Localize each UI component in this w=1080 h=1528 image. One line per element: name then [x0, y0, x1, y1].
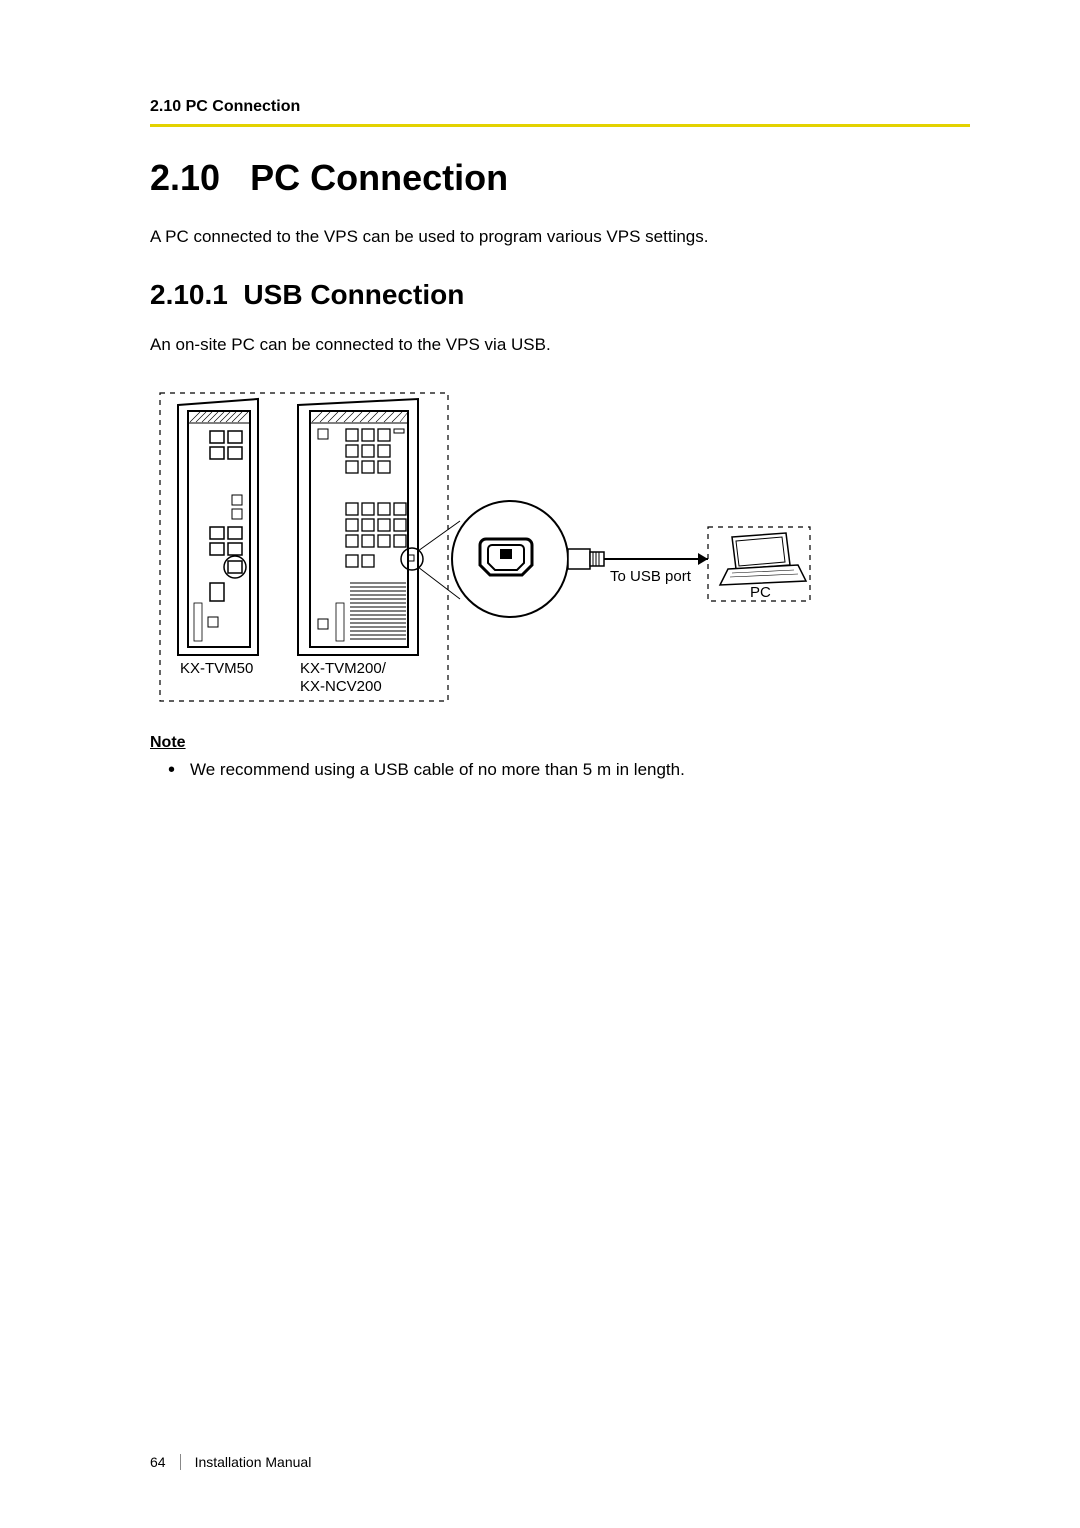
note-item: We recommend using a USB cable of no mor… — [190, 758, 970, 782]
heading-1: 2.10 PC Connection — [150, 157, 970, 199]
note-label: Note — [150, 734, 970, 752]
note-list: We recommend using a USB cable of no mor… — [150, 758, 970, 782]
pc-laptop-icon — [720, 533, 806, 585]
running-header: 2.10 PC Connection — [150, 98, 970, 124]
device-a — [178, 399, 258, 655]
footer-doc-title: Installation Manual — [195, 1454, 312, 1470]
intro-paragraph: A PC connected to the VPS can be used to… — [150, 225, 970, 249]
device-b — [298, 399, 423, 655]
label-device-b-line2: KX-NCV200 — [300, 678, 382, 695]
usb-diagram-svg: KX-TVM50 KX-TVM200/ KX-NCV200 To USB por… — [150, 387, 820, 707]
usb-connection-figure: KX-TVM50 KX-TVM200/ KX-NCV200 To USB por… — [150, 387, 970, 712]
heading-2-title: USB Connection — [243, 279, 464, 310]
page-number: 64 — [150, 1454, 181, 1470]
heading-1-num: 2.10 — [150, 157, 220, 198]
label-device-a: KX-TVM50 — [180, 660, 253, 677]
header-rule — [150, 124, 970, 127]
usb-zoom — [418, 501, 568, 617]
heading-2: 2.10.1 USB Connection — [150, 279, 970, 311]
label-device-b-line1: KX-TVM200/ — [300, 660, 387, 677]
heading-1-title: PC Connection — [250, 157, 508, 198]
usb-cable — [568, 549, 708, 569]
label-to-usb-port: To USB port — [610, 568, 692, 585]
sub-intro-paragraph: An on-site PC can be connected to the VP… — [150, 333, 970, 357]
page-footer: 64 Installation Manual — [150, 1454, 311, 1470]
label-pc: PC — [750, 584, 771, 601]
heading-2-num: 2.10.1 — [150, 279, 228, 310]
